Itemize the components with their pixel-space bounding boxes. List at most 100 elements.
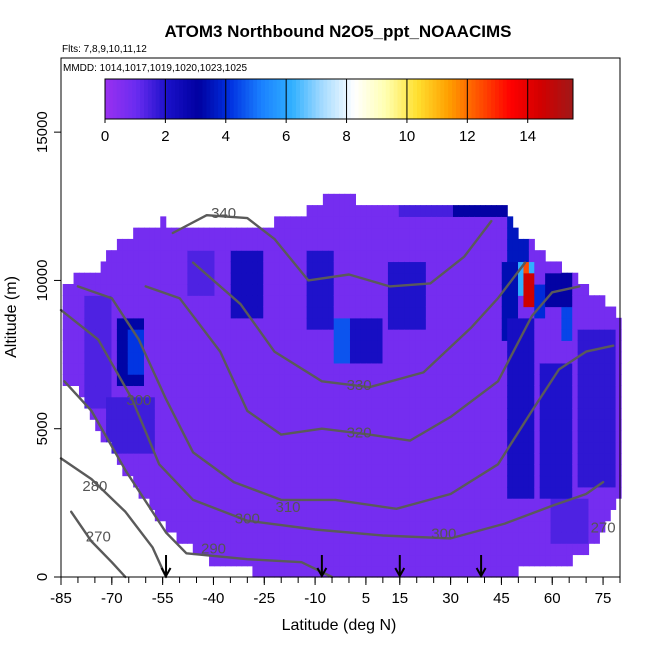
heatmap-cell <box>317 216 324 229</box>
heatmap-cell <box>588 306 595 319</box>
heatmap-cell <box>534 306 541 319</box>
heatmap-cell <box>355 272 362 285</box>
heatmap-cell <box>225 238 232 251</box>
heatmap-cell <box>431 216 438 229</box>
heatmap-cell <box>485 362 492 375</box>
heatmap-cell <box>420 464 427 477</box>
heatmap-cell <box>160 250 167 263</box>
heatmap-cell <box>263 520 270 533</box>
heatmap-cell <box>349 250 357 263</box>
heatmap-cell <box>149 374 156 387</box>
heatmap-cell <box>404 340 411 353</box>
heatmap-cell <box>263 250 270 263</box>
heatmap-cell <box>290 250 297 263</box>
heatmap-cell <box>246 464 254 477</box>
heatmap-cell <box>241 419 248 432</box>
heatmap-cell <box>420 396 427 409</box>
contour-label: 340 <box>211 205 236 222</box>
heatmap-cell <box>263 340 270 353</box>
heatmap-cell <box>344 441 351 454</box>
heatmap-cell <box>523 272 530 285</box>
heatmap-cell <box>393 250 400 263</box>
heatmap-cell <box>154 498 161 510</box>
heatmap-cell <box>604 509 611 522</box>
heatmap-cell <box>284 340 291 353</box>
heatmap-cell <box>377 407 384 420</box>
heatmap-cell <box>95 329 102 341</box>
heatmap-cell <box>68 306 75 319</box>
heatmap-cell <box>393 543 400 556</box>
heatmap-cell <box>485 272 492 285</box>
heatmap-cell <box>246 396 254 409</box>
heatmap-cell <box>496 306 503 319</box>
heatmap-cell <box>181 441 188 454</box>
heatmap-cell <box>550 531 557 544</box>
heatmap-cell <box>122 441 129 454</box>
heatmap-cell <box>409 227 416 240</box>
heatmap-cell <box>279 565 286 578</box>
heatmap-cell <box>154 475 161 488</box>
heatmap-cell <box>187 464 194 477</box>
heatmap-cell <box>78 306 85 319</box>
colorbar-swatch <box>190 79 196 119</box>
heatmap-cell <box>360 407 367 420</box>
heatmap-cell <box>290 261 297 274</box>
heatmap-cell <box>599 396 606 409</box>
heatmap-cell <box>312 205 319 217</box>
heatmap-cell <box>604 374 611 387</box>
heatmap-cell <box>344 543 351 556</box>
heatmap-cell <box>474 250 481 263</box>
heatmap-cell <box>127 306 134 319</box>
heatmap-cell <box>339 216 346 229</box>
heatmap-cell <box>187 351 194 364</box>
heatmap-cell <box>263 272 270 285</box>
heatmap-cell <box>171 261 178 274</box>
heatmap-cell <box>290 543 297 556</box>
heatmap-cell <box>615 407 622 420</box>
heatmap-cell <box>138 419 145 432</box>
heatmap-cell <box>604 486 611 499</box>
heatmap-cell <box>398 520 405 533</box>
heatmap-cell <box>203 362 210 375</box>
heatmap-cell <box>425 205 432 217</box>
heatmap-cell <box>518 272 525 285</box>
heatmap-cell <box>219 531 226 544</box>
heatmap-cell <box>349 374 357 387</box>
heatmap-cell <box>344 295 351 308</box>
heatmap-cell <box>295 385 302 398</box>
heatmap-cell <box>550 272 557 285</box>
heatmap-cell <box>501 205 508 217</box>
heatmap-cell <box>165 486 172 499</box>
heatmap-cell <box>181 464 188 477</box>
heatmap-cell <box>366 464 373 477</box>
heatmap-cell <box>171 306 178 319</box>
heatmap-cell <box>84 329 91 341</box>
heatmap-cell <box>474 475 481 488</box>
heatmap-cell <box>458 430 465 443</box>
heatmap-cell <box>219 396 226 409</box>
heatmap-cell <box>116 283 123 296</box>
heatmap-cell <box>328 238 335 251</box>
heatmap-cell <box>452 216 459 229</box>
heatmap-cell <box>528 283 535 296</box>
heatmap-cell <box>165 430 172 443</box>
heatmap-cell <box>219 250 226 263</box>
contour-label: 300 <box>126 392 151 409</box>
heatmap-cell <box>219 362 226 375</box>
heatmap-cell <box>181 396 188 409</box>
heatmap-cell <box>176 329 183 341</box>
heatmap-cell <box>485 205 492 217</box>
heatmap-cell <box>230 261 237 274</box>
heatmap-cell <box>463 317 470 330</box>
colorbar-tick-label: 6 <box>282 128 290 145</box>
colorbar-swatch <box>440 79 445 119</box>
heatmap-cell <box>333 317 340 330</box>
heatmap-cell <box>68 329 75 341</box>
heatmap-cell <box>366 340 373 353</box>
heatmap-cell <box>360 475 367 488</box>
heatmap-cell <box>317 261 324 274</box>
heatmap-cell <box>561 419 568 432</box>
heatmap-cell <box>295 362 302 375</box>
heatmap-cell <box>615 340 622 353</box>
heatmap-cell <box>198 396 205 409</box>
